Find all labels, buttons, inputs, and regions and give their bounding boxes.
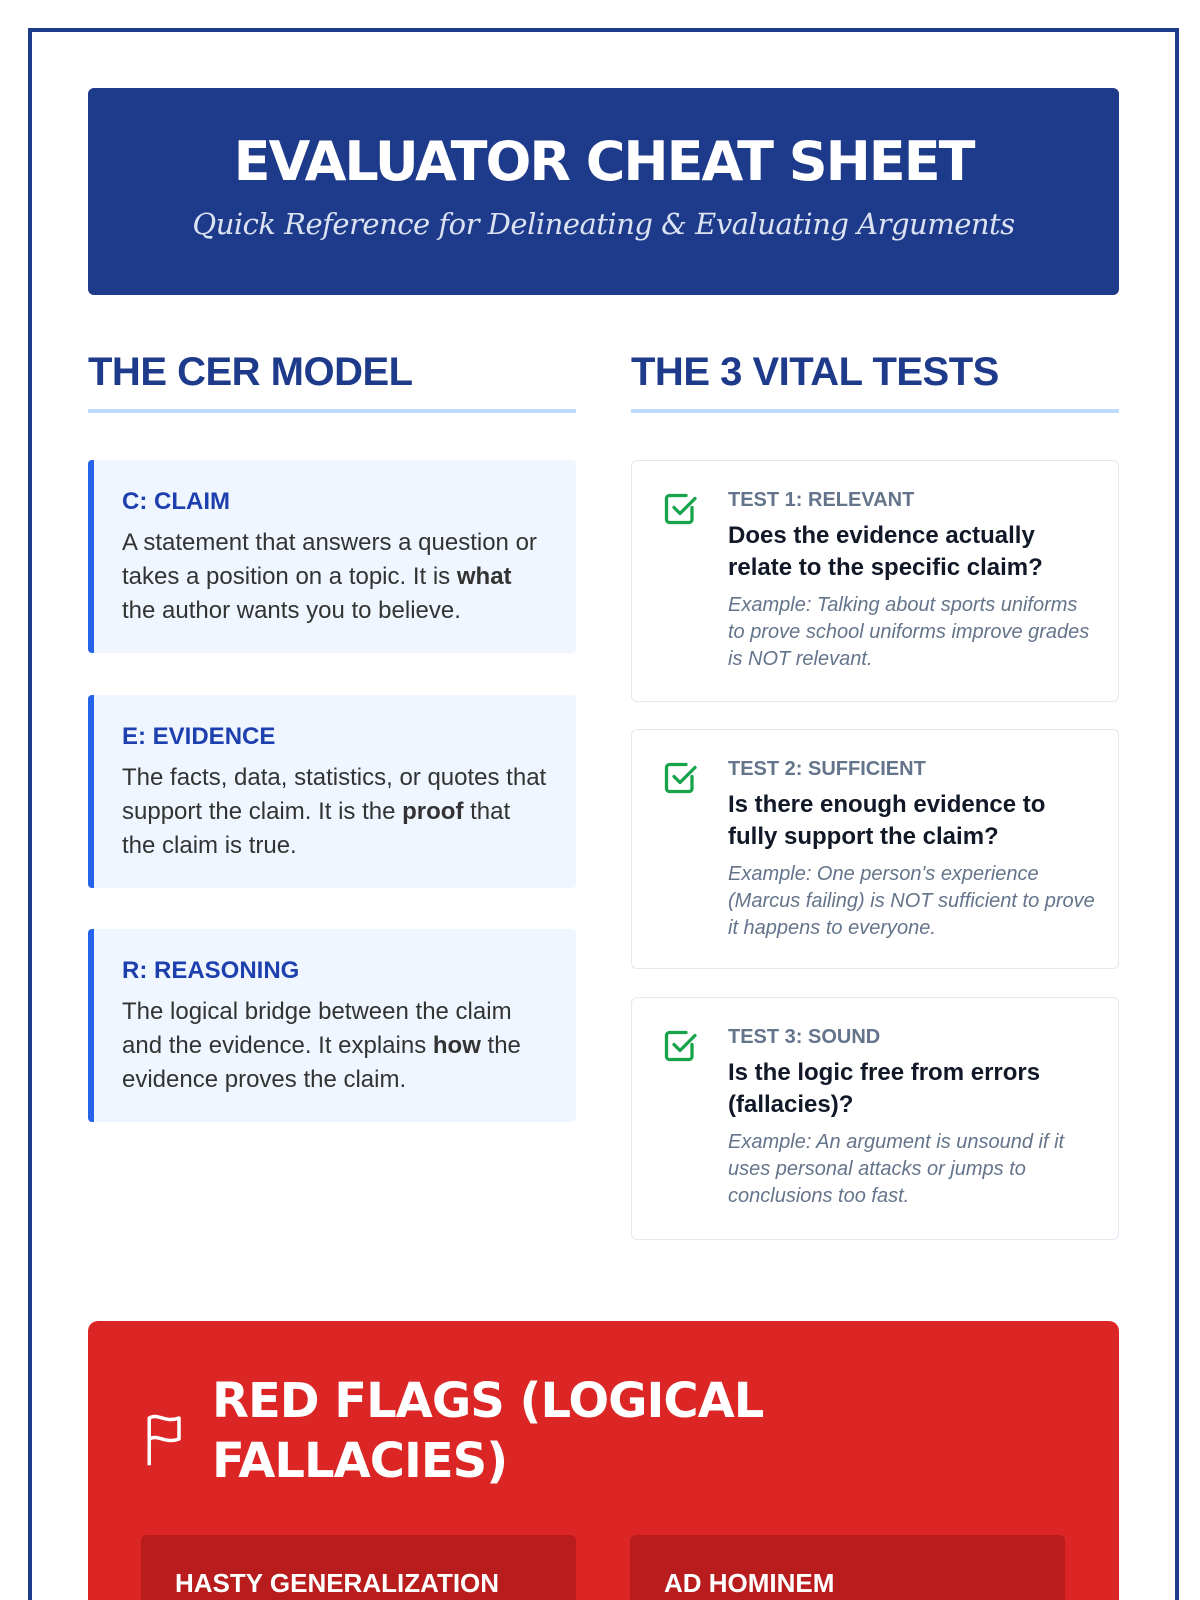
cer-card-evidence: E: EVIDENCE The facts, data, statistics,…	[88, 695, 576, 888]
flag-icon	[147, 1414, 181, 1466]
test-card-relevant: TEST 1: RELEVANT Does the evidence actua…	[631, 460, 1119, 702]
cer-label: C: CLAIM	[122, 488, 230, 515]
test-label: TEST 2: SUFFICIENT	[728, 758, 926, 780]
red-flags-title: RED FLAGS (LOGICAL FALLACIES)	[212, 1373, 764, 1489]
cer-label: E: EVIDENCE	[122, 723, 276, 750]
test-example: Example: Talking about sports uniforms t…	[728, 594, 1090, 670]
page-title: EVALUATOR CHEAT SHEET	[233, 130, 976, 193]
cer-description: The facts, data, statistics, or quotes t…	[122, 764, 547, 859]
cer-card-reasoning: R: REASONING The logical bridge between …	[88, 929, 576, 1122]
header-banner: EVALUATOR CHEAT SHEET Quick Reference fo…	[88, 88, 1119, 295]
test-example: Example: An argument is unsound if it us…	[728, 1131, 1065, 1207]
check-square-icon	[664, 762, 697, 794]
cer-section-title: THE CER MODEL	[88, 350, 576, 413]
cer-card-claim: C: CLAIM A statement that answers a ques…	[88, 460, 576, 653]
cer-description: A statement that answers a question or t…	[122, 529, 537, 624]
test-question: Does the evidence actually relate to the…	[728, 522, 1043, 581]
test-question: Is the logic free from errors (fallacies…	[728, 1059, 1041, 1118]
test-label: TEST 3: SOUND	[728, 1026, 881, 1048]
test-label: TEST 1: RELEVANT	[728, 489, 915, 511]
cer-description: The logical bridge between the claim and…	[122, 998, 521, 1093]
fallacy-label: HASTY GENERALIZATION	[175, 1568, 500, 1598]
red-flags-section: RED FLAGS (LOGICAL FALLACIES) HASTY GENE…	[88, 1321, 1119, 1600]
test-card-sound: TEST 3: SOUND Is the logic free from err…	[631, 997, 1119, 1240]
test-question: Is there enough evidence to fully suppor…	[728, 791, 1046, 850]
check-square-icon	[664, 493, 697, 525]
fallacy-card-ad-hominem: AD HOMINEM	[630, 1535, 1065, 1600]
page-frame	[28, 28, 1179, 1600]
test-card-sufficient: TEST 2: SUFFICIENT Is there enough evide…	[631, 729, 1119, 969]
check-square-icon	[664, 1030, 697, 1062]
fallacy-card-hasty-generalization: HASTY GENERALIZATION	[141, 1535, 576, 1600]
tests-section-title: THE 3 VITAL TESTS	[631, 350, 1119, 413]
page-subtitle: Quick Reference for Delineating & Evalua…	[192, 207, 1015, 241]
fallacy-label: AD HOMINEM	[664, 1568, 835, 1598]
test-example: Example: One person's experience (Marcus…	[728, 863, 1095, 939]
cer-label: R: REASONING	[122, 957, 300, 984]
